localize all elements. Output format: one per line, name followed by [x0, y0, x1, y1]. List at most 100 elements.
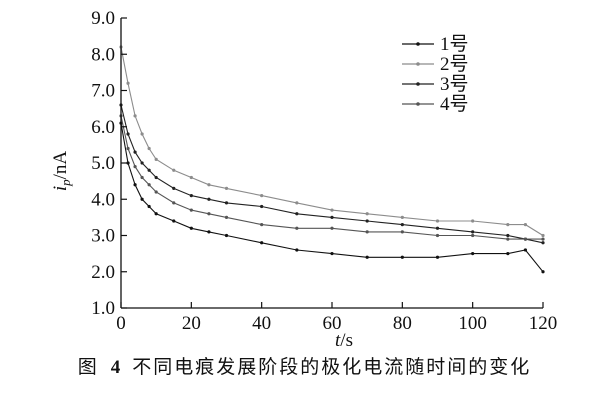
legend-marker [416, 82, 420, 86]
series-layer [119, 45, 545, 274]
data-point [471, 230, 475, 234]
data-point [330, 208, 334, 212]
data-point [147, 168, 151, 172]
data-point [126, 132, 130, 136]
legend-item: 2号 [402, 54, 469, 75]
data-point [147, 183, 151, 187]
data-point [295, 248, 299, 252]
y-tick-label: 3.0 [91, 226, 115, 247]
data-point [154, 157, 158, 161]
data-point [471, 252, 475, 256]
data-point [133, 114, 137, 118]
caption-number: 4 [110, 357, 121, 378]
legend-label: 4号 [440, 94, 469, 115]
data-point [147, 204, 151, 209]
data-point [435, 233, 440, 238]
data-point [523, 248, 528, 252]
legend-item: 4号 [402, 94, 469, 115]
data-point [330, 252, 334, 256]
caption-prefix: 图 [77, 356, 99, 378]
y-tick-label: 5.0 [91, 153, 115, 174]
series-4 [119, 114, 545, 241]
data-point [506, 233, 510, 238]
data-point [224, 233, 229, 238]
data-point [140, 175, 144, 180]
data-point [172, 168, 176, 172]
data-point [400, 255, 404, 259]
data-point [400, 230, 404, 234]
data-point [400, 223, 404, 227]
data-point [471, 233, 475, 238]
series-2 [119, 45, 545, 238]
data-point [189, 175, 193, 180]
data-point [295, 226, 299, 230]
data-point [133, 165, 137, 169]
x-tick-label: 120 [529, 313, 558, 334]
data-point [330, 226, 334, 230]
data-point [189, 194, 193, 198]
data-point [541, 237, 545, 241]
data-point [126, 81, 130, 85]
y-tick-label: 4.0 [91, 189, 115, 210]
data-point [471, 219, 475, 223]
figure-caption: 图 4 不同电痕发展阶段的极化电流随时间的变化 [0, 352, 609, 379]
data-point [295, 212, 299, 216]
data-point [140, 161, 144, 165]
x-tick-label: 60 [323, 313, 342, 334]
series-line [120, 115, 543, 240]
series-1 [119, 121, 545, 274]
data-point [260, 194, 264, 198]
data-point [224, 201, 229, 205]
data-point [435, 219, 440, 223]
legend-marker [416, 42, 420, 46]
data-point [224, 186, 229, 190]
data-point [400, 215, 404, 219]
legend-item: 3号 [402, 74, 469, 95]
x-tick-label: 0 [116, 313, 126, 334]
data-point [523, 237, 528, 241]
y-tick-label: 7.0 [91, 81, 115, 102]
y-tick-label: 1.0 [91, 298, 115, 319]
data-point [126, 161, 130, 165]
series-line [120, 123, 544, 273]
chart: 1.0 2.0 3.0 4.0 5.0 6.0 7.0 8.0 9.0 0 20 40 60 80 100 1… [50, 8, 558, 350]
x-tick-label: 80 [393, 313, 412, 334]
y-tick-label: 8.0 [91, 44, 115, 65]
data-point [207, 212, 211, 216]
data-point [154, 212, 158, 216]
data-point [133, 150, 137, 154]
data-point [172, 186, 176, 190]
data-point [207, 197, 211, 201]
data-point [189, 208, 193, 212]
legend-label: 2号 [440, 54, 469, 75]
data-point [365, 230, 369, 234]
x-tick-label: 20 [182, 313, 201, 334]
y-tick-label: 9.0 [91, 8, 115, 29]
data-point [506, 223, 510, 227]
data-point [172, 201, 176, 205]
data-point [154, 190, 158, 194]
legend-label: 3号 [440, 74, 469, 95]
data-point [126, 146, 130, 151]
data-point [260, 204, 264, 209]
y-axis-label: ip/nA [50, 151, 73, 192]
x-axis-label: t/s [335, 330, 353, 350]
data-point [506, 252, 510, 256]
data-point [330, 215, 334, 219]
data-point [140, 197, 144, 201]
data-point [365, 212, 369, 216]
data-point [140, 132, 144, 136]
data-point [541, 270, 545, 274]
data-point [172, 219, 176, 223]
x-tick-label: 100 [458, 313, 487, 334]
legend-marker [416, 102, 420, 106]
data-point [133, 183, 137, 187]
data-point [260, 223, 264, 227]
series-line [120, 46, 544, 236]
data-point [541, 241, 545, 245]
data-point [541, 233, 545, 238]
legend-item: 1号 [402, 34, 469, 55]
y-tick-label: 6.0 [91, 117, 115, 138]
caption-text: 不同电痕发展阶段的极化电流随时间的变化 [132, 356, 532, 378]
